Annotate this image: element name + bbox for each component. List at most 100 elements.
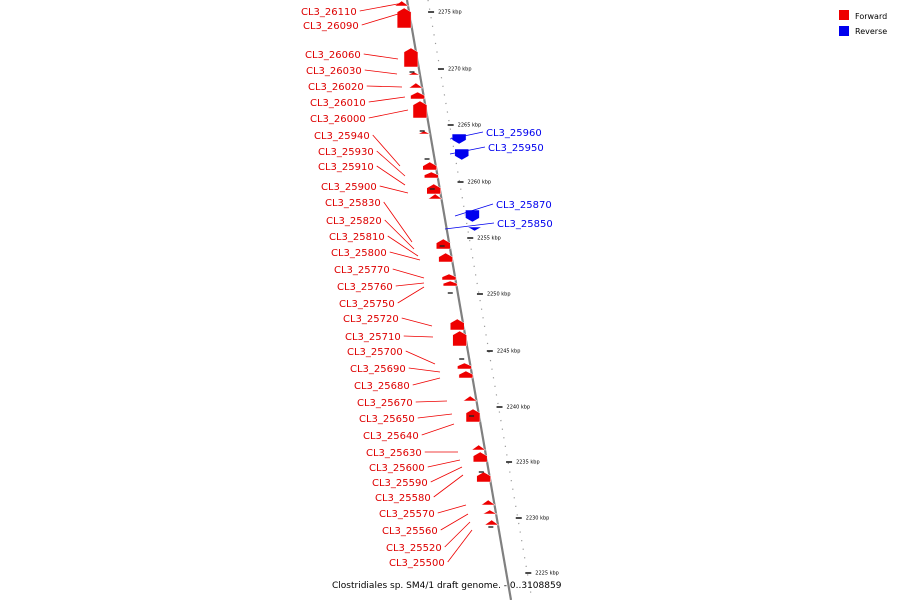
gene-leader-line (454, 203, 494, 217)
gene-leader-line (363, 53, 399, 60)
gene-arrow-forward[interactable] (472, 451, 488, 463)
gene-arrow-forward[interactable] (408, 82, 424, 89)
gene-label[interactable]: CL3_26030 (306, 66, 362, 77)
gene-label[interactable]: CL3_25760 (337, 282, 393, 293)
gene-label[interactable]: CL3_25630 (366, 448, 422, 459)
scale-tick-label: 2225 kbp (535, 571, 559, 577)
gene-arrow-forward[interactable] (417, 130, 431, 135)
scale-tick-label: 2275 kbp (438, 10, 462, 16)
legend: Forward Reverse (839, 10, 887, 36)
gene-label[interactable]: CL3_25640 (363, 431, 419, 442)
gene-label[interactable]: CL3_25690 (350, 364, 406, 375)
gene-label[interactable]: CL3_25820 (326, 216, 382, 227)
gene-leader-line (430, 466, 463, 483)
gene-leader-line (408, 367, 441, 373)
gene-label[interactable]: CL3_25520 (386, 543, 442, 554)
gene-label[interactable]: CL3_26020 (308, 82, 364, 93)
gene-label[interactable]: CL3_26000 (310, 114, 366, 125)
scale-dotted-line (427, 0, 533, 600)
legend-reverse-swatch (839, 26, 849, 36)
gene-arrow-forward[interactable] (462, 395, 478, 402)
gene-label[interactable]: CL3_25930 (318, 147, 374, 158)
legend-forward-label: Forward (855, 12, 887, 21)
gene-track (393, 0, 500, 528)
gene-label[interactable]: CL3_25900 (321, 182, 377, 193)
gene-leader-line (427, 459, 461, 468)
gene-arrow-forward[interactable] (412, 100, 428, 119)
gene-label[interactable]: CL3_26110 (301, 7, 357, 18)
gene-label[interactable]: CL3_25560 (382, 526, 438, 537)
scale-tick-label: 2250 kbp (487, 292, 511, 298)
gene-arrow-forward[interactable] (438, 252, 453, 263)
gene-arrow-reverse[interactable] (451, 133, 467, 145)
gene-arrow-forward[interactable] (458, 370, 474, 379)
gene-label[interactable]: CL3_25770 (334, 265, 390, 276)
gene-leader-line (401, 317, 433, 327)
gene-leader-line (449, 131, 484, 140)
gene-label[interactable]: CL3_25870 (496, 200, 552, 211)
gene-label[interactable]: CL3_25720 (343, 314, 399, 325)
gene-leader-line (417, 413, 453, 419)
gene-arrow-forward[interactable] (442, 280, 458, 287)
gene-arrow-forward[interactable] (452, 330, 467, 347)
gene-label[interactable]: CL3_25830 (325, 198, 381, 209)
gene-arrow-reverse[interactable] (465, 209, 480, 223)
gene-leader-line (383, 201, 413, 243)
scale-tick-label: 2235 kbp (516, 460, 540, 466)
gene-label[interactable]: CL3_25800 (331, 248, 387, 259)
gene-label[interactable]: CL3_26060 (305, 50, 361, 61)
gene-label[interactable]: CL3_25570 (379, 509, 435, 520)
gene-label[interactable]: CL3_25680 (354, 381, 410, 392)
gene-label[interactable]: CL3_25500 (389, 558, 445, 569)
gene-arrow-forward[interactable] (481, 509, 498, 515)
gene-label[interactable]: CL3_25950 (488, 143, 544, 154)
gene-label[interactable]: CL3_25940 (314, 131, 370, 142)
gene-arrow-forward[interactable] (396, 7, 412, 29)
legend-forward-swatch (839, 10, 849, 20)
gene-label[interactable]: CL3_25910 (318, 162, 374, 173)
gene-leader-line (415, 400, 448, 403)
scale-tick-label: 2245 kbp (497, 349, 521, 355)
gene-label[interactable]: CL3_25710 (345, 332, 401, 343)
gene-leader-line (387, 235, 419, 257)
gene-label[interactable]: CL3_25650 (359, 414, 415, 425)
gene-label[interactable]: CL3_25580 (375, 493, 431, 504)
gene-label[interactable]: CL3_25670 (357, 398, 413, 409)
gene-label[interactable]: CL3_26010 (310, 98, 366, 109)
gene-arrow-forward[interactable] (424, 171, 439, 179)
gene-label[interactable]: CL3_25590 (372, 478, 428, 489)
scale-tick-label: 2260 kbp (468, 180, 492, 186)
gene-arrow-forward[interactable] (480, 499, 496, 506)
gene-label[interactable]: CL3_25700 (347, 347, 403, 358)
gene-arrow-forward[interactable] (410, 91, 425, 100)
gene-arrow-forward[interactable] (449, 318, 465, 331)
gene-leader-line (384, 219, 415, 250)
gene-labels: CL3_26110 CL3_26090 CL3_26060 CL3_26030 CL3_… (301, 2, 553, 569)
gene-label[interactable]: CL3_25960 (486, 128, 542, 139)
gene-arrow-reverse[interactable] (454, 148, 470, 161)
gene-arrow-forward[interactable] (483, 519, 500, 526)
gene-leader-line (359, 2, 404, 12)
gene-label[interactable]: CL3_25810 (329, 232, 385, 243)
scale-tick-label: 2230 kbp (526, 516, 550, 522)
gene-leader-line (440, 513, 469, 531)
gene-arrow-reverse[interactable] (466, 226, 483, 232)
gene-leader-line (444, 521, 471, 548)
gene-leader-line (368, 96, 406, 103)
gene-label[interactable]: CL3_25600 (369, 463, 425, 474)
gene-arrow-forward[interactable] (407, 71, 420, 76)
scale-track: 2275 kbp 2270 kbp 2265 kbp 2260 kbp 2255 kbp… (427, 0, 559, 600)
gene-label[interactable]: CL3_25850 (497, 219, 553, 230)
scale-tick-label: 2240 kbp (507, 405, 531, 411)
genome-backbone (405, 0, 513, 600)
gene-arrow-forward[interactable] (441, 273, 457, 281)
gene-label[interactable]: CL3_26090 (303, 21, 359, 32)
gene-arrow-forward[interactable] (422, 161, 438, 171)
gene-label[interactable]: CL3_25750 (339, 299, 395, 310)
gene-arrow-forward[interactable] (457, 362, 472, 370)
gene-leader-line (364, 69, 398, 75)
gene-arrow-forward[interactable] (470, 444, 487, 451)
gene-arrow-forward[interactable] (427, 193, 443, 200)
gene-leader-line (368, 109, 409, 119)
gene-arrow-forward[interactable] (403, 47, 419, 68)
